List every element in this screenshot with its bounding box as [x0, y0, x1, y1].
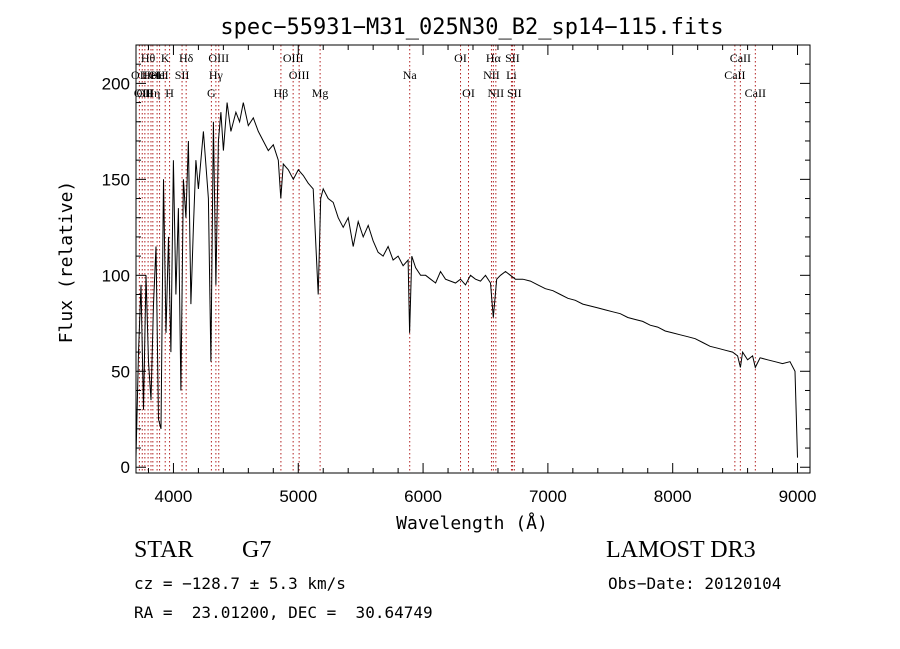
x-tick-label-5: 9000 — [779, 487, 817, 506]
y-tick-label-1: 50 — [111, 362, 130, 381]
survey-name: LAMOST DR3 — [606, 537, 756, 563]
x-tick-label-0: 4000 — [155, 487, 193, 506]
line-label-26: SII — [505, 51, 520, 65]
line-label-3: Hθ — [141, 51, 156, 65]
line-label-0: OII — [131, 68, 148, 82]
line-label-20: OI — [454, 51, 467, 65]
line-label-6: OII — [149, 68, 166, 82]
ra-dec-coordinates: RA = 23.01200, DEC = 30.64749 — [134, 603, 433, 622]
flux-series-line — [135, 102, 798, 458]
line-label-7: HeI — [151, 68, 169, 82]
line-label-8: K — [161, 51, 170, 65]
line-label-29: CaII — [730, 51, 751, 65]
line-label-27: SII — [507, 86, 522, 100]
y-tick-label-3: 150 — [102, 170, 130, 189]
y-axis-label: Flux (relative) — [56, 181, 77, 344]
axis-ticks: 4000 5000 6000 7000 8000 9000 0 50 100 150 200 — [102, 45, 817, 506]
plot-frame — [135, 44, 811, 474]
line-label-9: H — [165, 86, 174, 100]
line-label-15: Hβ — [274, 86, 289, 100]
observation-date: Obs−Date: 20120104 — [608, 574, 782, 593]
line-label-22: NII — [483, 68, 500, 82]
x-axis-label: Wavelength (Å) — [396, 512, 548, 534]
x-tick-label-1: 5000 — [279, 487, 317, 506]
line-label-14: OIII — [208, 51, 229, 65]
line-label-19: Na — [403, 68, 418, 82]
line-label-23: Hα — [486, 51, 502, 65]
x-tick-label-4: 8000 — [654, 487, 692, 506]
emission-line-markers — [138, 45, 756, 473]
line-label-30: CaII — [745, 86, 766, 100]
y-tick-label-2: 100 — [102, 266, 130, 285]
redshift-velocity: cz = −128.7 ± 5.3 km/s — [134, 574, 346, 593]
line-label-13: Hγ — [209, 68, 224, 82]
object-class: STAR — [134, 537, 194, 563]
object-subclass: G7 — [242, 537, 272, 563]
line-label-24: NII — [488, 86, 505, 100]
y-tick-label-4: 200 — [102, 74, 130, 93]
line-label-10: SII — [175, 68, 190, 82]
line-label-2: OII — [137, 86, 154, 100]
line-label-21: OI — [462, 86, 475, 100]
chart-title: spec−55931−M31_025N30_B2_sp14−115.fits — [220, 15, 723, 40]
line-label-5: Hη — [145, 86, 160, 100]
line-label-17: OIII — [289, 68, 310, 82]
line-label-12: G — [207, 86, 216, 100]
line-label-25: Li — [506, 68, 517, 82]
line-label-28: CaII — [724, 68, 745, 82]
line-label-1: OII — [134, 86, 151, 100]
line-label-4: HeI — [142, 68, 160, 82]
line-labels: OIIOIIOIIHθHeIHηOIIHeIKHSIIHδGHγOIIIHβOI… — [131, 51, 766, 100]
line-label-11: Hδ — [179, 51, 194, 65]
y-tick-label-0: 0 — [121, 458, 130, 477]
line-label-16: OIII — [283, 51, 304, 65]
x-tick-label-3: 7000 — [529, 487, 567, 506]
x-tick-label-2: 6000 — [404, 487, 442, 506]
line-label-18: Mg — [312, 86, 329, 100]
